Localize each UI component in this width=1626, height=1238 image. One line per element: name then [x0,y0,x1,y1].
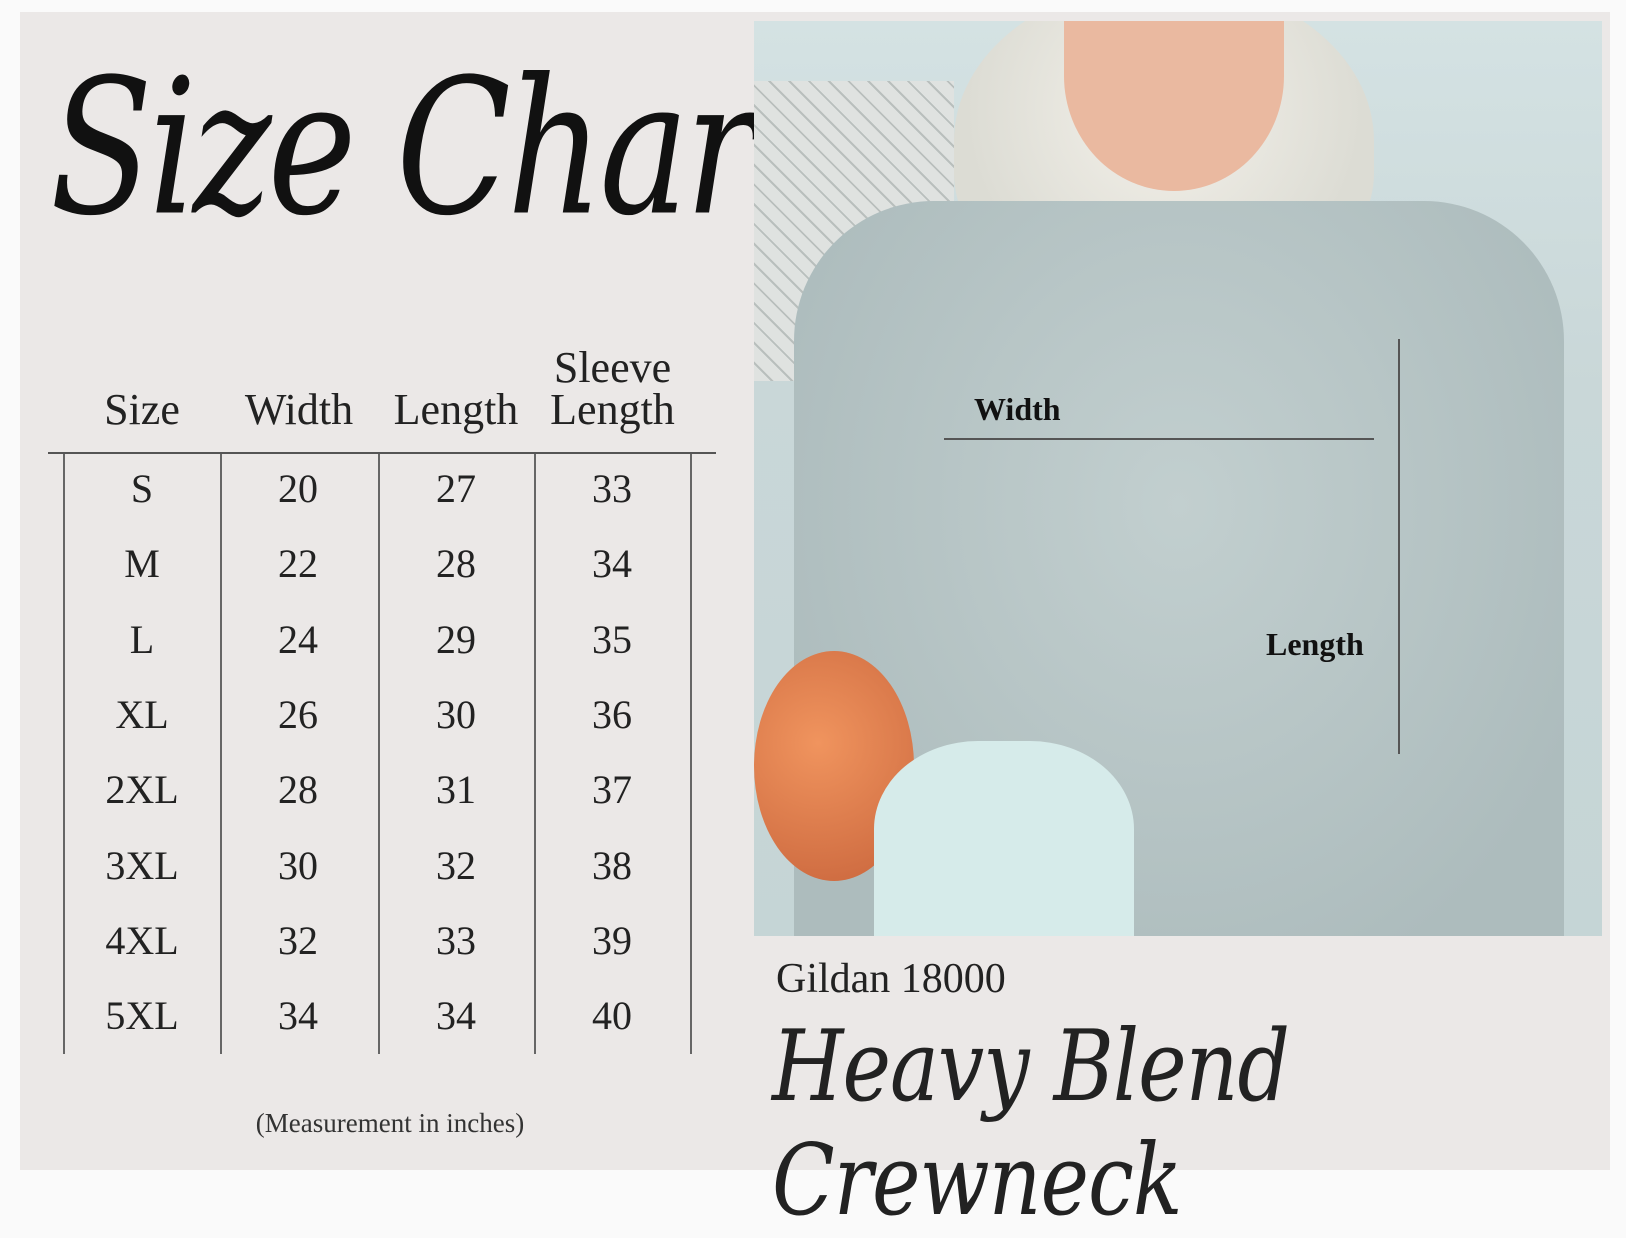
table-cell: 26 [278,691,318,737]
table-cell: 24 [278,616,318,662]
length-arrow [1398,339,1400,754]
table-cell: 27 [436,466,476,511]
table-cell: S [130,466,154,511]
column-divider [690,454,692,1054]
measurement-note: (Measurement in inches) [255,1108,525,1138]
jeans [874,741,1134,936]
header-length: Length [393,385,519,434]
header-sleeve-bottom: Length [550,385,675,434]
table-cell: 30 [436,691,476,737]
table-cell: 29 [436,616,476,662]
page-title: Size Chart [50,40,813,258]
header-size: Size [104,385,180,434]
product-photo: Width Length [754,21,1602,936]
table-cell: 2XL [105,767,179,813]
table-cell: 34 [436,993,476,1039]
table-cell: 22 [278,541,318,587]
table-cell: 35 [592,616,632,662]
table-cell: 34 [592,541,632,587]
table-cell: 38 [592,842,632,888]
brand-model: Gildan 18000 [776,956,1006,1002]
table-cell: 39 [592,917,632,963]
column-divider [220,454,222,1054]
table-cell: 31 [436,767,476,813]
table-cell: 32 [436,842,476,888]
table-cell: 5XL [105,993,179,1039]
table-cell: 28 [436,541,476,587]
width-label: Width [974,391,1061,427]
width-arrow [944,438,1374,440]
product-name: Heavy Blend Crewneck [772,1010,1290,1238]
header-width: Width [244,385,354,434]
table-cell: 4XL [105,917,179,963]
table-cell: 20 [278,466,318,511]
column-divider [63,454,65,1054]
table-cell: 33 [592,466,632,511]
table-cell: L [129,616,155,662]
header-divider [48,452,716,454]
column-divider [534,454,536,1054]
header-sleeve-top: Sleeve [553,343,672,392]
table-cell: 34 [278,993,318,1039]
table-cell: XL [115,691,169,737]
table-cell: 33 [436,917,476,963]
table-cell: 37 [592,767,632,813]
table-cell: 32 [278,917,318,963]
table-cell: 36 [592,691,632,737]
column-divider [378,454,380,1054]
table-cell: 40 [592,993,632,1039]
table-cell: 30 [278,842,318,888]
length-label: Length [1266,626,1364,662]
table-cell: M [124,541,160,587]
table-cell: 3XL [105,842,179,888]
table-cell: 28 [278,767,318,813]
